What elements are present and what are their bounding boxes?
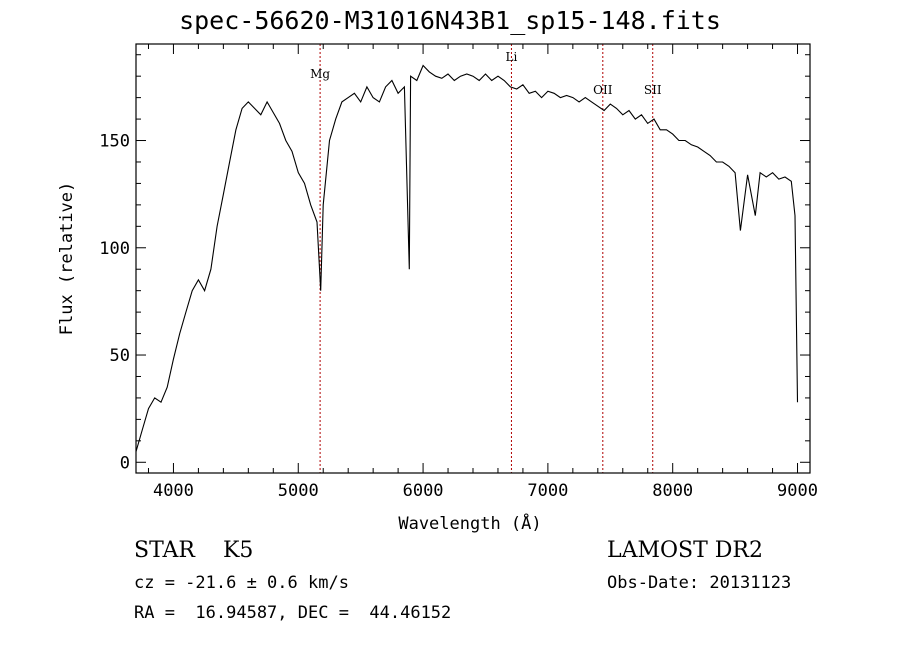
plot-frame — [135, 43, 811, 474]
marker-label-oii: OII — [593, 83, 613, 97]
marker-label-sii: SII — [644, 83, 662, 97]
x-tick-label: 9000 — [777, 481, 818, 501]
x-tick-label: 8000 — [652, 481, 693, 501]
chart-title: spec-56620-M31016N43B1_sp15-148.fits — [179, 6, 721, 35]
x-axis-label: Wavelength (Å) — [398, 512, 541, 534]
x-tick-label: 7000 — [527, 481, 568, 501]
x-tick-label: 5000 — [278, 481, 319, 501]
redshift-cz: cz = -21.6 ± 0.6 km/s — [134, 573, 349, 593]
x-tick-label: 4000 — [153, 481, 194, 501]
axis-ticks: 4000 5000 6000 7000 8000 9000 0 50 100 150 — [99, 44, 818, 501]
y-axis-label: Flux (relative) — [57, 182, 77, 336]
spectrum-line — [135, 64, 799, 452]
marker-label-mg: Mg — [310, 67, 330, 81]
y-tick-label: 0 — [120, 453, 130, 473]
survey-name: LAMOST DR2 — [607, 538, 763, 563]
y-tick-label: 150 — [99, 132, 130, 152]
x-tick-label: 6000 — [403, 481, 444, 501]
y-tick-label: 50 — [110, 346, 130, 366]
object-class: STAR K5 — [134, 538, 254, 563]
marker-label-li: Li — [506, 50, 518, 64]
spectral-line-markers: Mg Li OII SII — [310, 44, 662, 473]
y-tick-label: 100 — [99, 239, 130, 259]
observation-date: Obs-Date: 20131123 — [607, 573, 792, 593]
ra-dec-coordinates: RA = 16.94587, DEC = 44.46152 — [134, 603, 452, 623]
